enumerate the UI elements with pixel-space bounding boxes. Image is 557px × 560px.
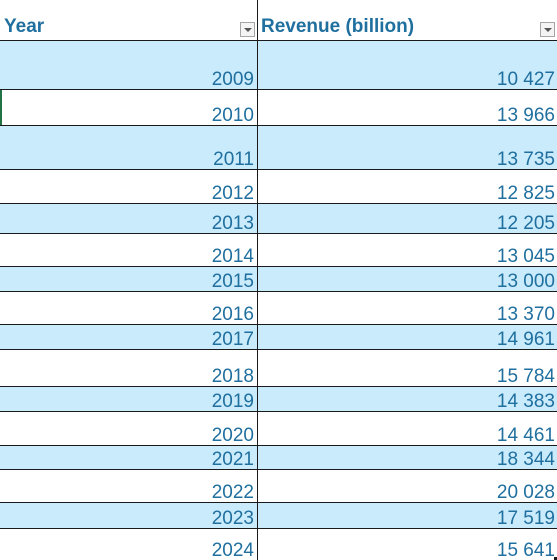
year-cell[interactable]: 2012 [0, 170, 258, 203]
year-value: 2013 [211, 213, 254, 234]
revenue-cell[interactable]: 17 519 [258, 503, 557, 528]
revenue-value: 13 370 [496, 304, 555, 325]
table-header-row: Year Revenue (billion) [0, 0, 557, 41]
revenue-cell[interactable]: 13 735 [258, 126, 557, 169]
revenue-value: 18 344 [496, 449, 555, 470]
year-cell[interactable]: 2016 [0, 292, 258, 324]
revenue-value: 13 000 [496, 271, 555, 292]
year-value: 2017 [211, 329, 254, 350]
revenue-cell[interactable]: 14 461 [258, 412, 557, 445]
year-value: 2010 [211, 105, 254, 126]
revenue-value: 12 825 [496, 183, 555, 204]
revenue-value: 15 784 [496, 366, 555, 387]
year-value: 2023 [211, 508, 254, 529]
table-row: 2023 17 519 [0, 503, 557, 529]
revenue-cell[interactable]: 18 344 [258, 446, 557, 469]
revenue-value: 14 961 [496, 329, 555, 350]
year-value: 2012 [211, 183, 254, 204]
year-value: 2016 [211, 304, 254, 325]
year-value: 2020 [211, 425, 254, 446]
revenue-value: 20 028 [496, 482, 555, 503]
year-cell[interactable]: 2015 [0, 267, 258, 291]
table-row: 2015 13 000 [0, 267, 557, 292]
revenue-cell[interactable]: 13 045 [258, 234, 557, 266]
revenue-filter-dropdown-button[interactable] [540, 22, 555, 37]
revenue-value: 14 383 [496, 391, 555, 412]
revenue-cell[interactable]: 13 966 [258, 90, 557, 125]
table-row: 2009 10 427 [0, 41, 557, 90]
year-value: 2024 [211, 540, 254, 560]
revenue-value: 14 461 [496, 425, 555, 446]
table-row: 2012 12 825 [0, 170, 557, 204]
table-row: 2011 13 735 [0, 126, 557, 170]
revenue-cell[interactable]: 13 370 [258, 292, 557, 324]
year-value: 2021 [211, 449, 254, 470]
year-value: 2014 [211, 246, 254, 267]
table-row: 2019 14 383 [0, 387, 557, 412]
year-value: 2018 [211, 366, 254, 387]
revenue-value: 10 427 [496, 69, 555, 90]
year-filter-dropdown-button[interactable] [240, 22, 255, 37]
revenue-cell[interactable]: 14 961 [258, 325, 557, 349]
year-cell[interactable]: 2020 [0, 412, 258, 445]
table-row: 2014 13 045 [0, 234, 557, 267]
year-value: 2009 [211, 69, 254, 90]
chevron-down-icon [544, 28, 552, 32]
table-row: 2017 14 961 [0, 325, 557, 350]
fill-handle[interactable] [554, 557, 557, 560]
revenue-cell[interactable]: 10 427 [258, 41, 557, 89]
revenue-cell[interactable]: 20 028 [258, 470, 557, 502]
year-cell[interactable]: 2021 [0, 446, 258, 469]
table-row: 2010 13 966 [0, 90, 557, 126]
header-revenue-label: Revenue (billion) [261, 16, 415, 37]
year-cell[interactable]: 2018 [0, 350, 258, 386]
year-value: 2022 [211, 482, 254, 503]
year-value: 2019 [211, 391, 254, 412]
revenue-cell[interactable]: 14 383 [258, 387, 557, 411]
chevron-down-icon [244, 28, 252, 32]
table-row: 2022 20 028 [0, 470, 557, 503]
header-revenue[interactable]: Revenue (billion) [258, 0, 557, 40]
revenue-cell[interactable]: 12 825 [258, 170, 557, 203]
table-row: 2016 13 370 [0, 292, 557, 325]
table-row: 2021 18 344 [0, 446, 557, 470]
year-cell[interactable]: 2024 [0, 529, 258, 560]
table-row: 2013 12 205 [0, 204, 557, 234]
active-cell-border [0, 90, 2, 125]
revenue-cell[interactable]: 12 205 [258, 204, 557, 233]
revenue-value: 12 205 [496, 213, 555, 234]
year-cell[interactable]: 2013 [0, 204, 258, 233]
year-cell[interactable]: 2023 [0, 503, 258, 528]
revenue-value: 17 519 [496, 508, 555, 529]
table-row: 2018 15 784 [0, 350, 557, 387]
year-cell[interactable]: 2022 [0, 470, 258, 502]
revenue-value: 13 735 [496, 149, 555, 170]
revenue-value: 13 045 [496, 246, 555, 267]
year-cell[interactable]: 2011 [0, 126, 258, 169]
table-row: 2024 15 641 [0, 529, 557, 560]
revenue-cell[interactable]: 13 000 [258, 267, 557, 291]
year-cell[interactable]: 2010 [0, 90, 258, 125]
revenue-value: 15 641 [496, 540, 555, 560]
header-year[interactable]: Year [0, 0, 258, 40]
year-cell[interactable]: 2009 [0, 41, 258, 89]
header-year-label: Year [4, 16, 45, 37]
table-row: 2020 14 461 [0, 412, 557, 446]
year-cell[interactable]: 2014 [0, 234, 258, 266]
table-body: 2009 10 427 2010 13 966 2011 13 735 2012 12 825… [0, 41, 557, 560]
year-cell[interactable]: 2017 [0, 325, 258, 349]
revenue-value: 13 966 [496, 105, 555, 126]
year-value: 2015 [211, 271, 254, 292]
year-value: 2011 [213, 149, 254, 170]
revenue-cell[interactable]: 15 641 [258, 529, 557, 560]
revenue-cell[interactable]: 15 784 [258, 350, 557, 386]
year-cell[interactable]: 2019 [0, 387, 258, 411]
